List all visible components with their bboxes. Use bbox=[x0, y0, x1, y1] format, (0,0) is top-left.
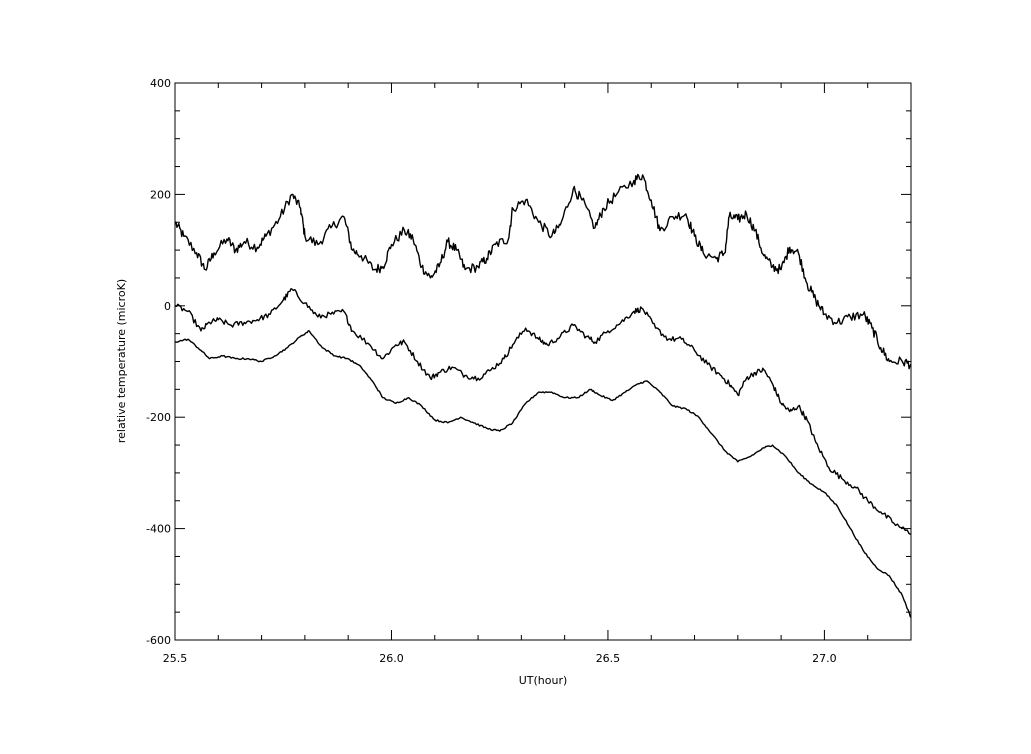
y-tick-label: -600 bbox=[146, 634, 171, 647]
series-line-2 bbox=[174, 288, 912, 535]
tick-layer: 25.5 26.0 26.5 27.0 -600 -400 -200 0 200 400 bbox=[146, 77, 912, 665]
series-line-3 bbox=[174, 330, 912, 619]
x-tick-label: 25.5 bbox=[163, 652, 188, 665]
y-tick-label: 200 bbox=[150, 188, 171, 201]
y-tick-label: 0 bbox=[164, 300, 171, 313]
x-tick-label: 27.0 bbox=[812, 652, 837, 665]
series-line-1 bbox=[174, 173, 912, 370]
y-tick-label: -200 bbox=[146, 411, 171, 424]
y-tick-label: -400 bbox=[146, 523, 171, 536]
y-tick-label: 400 bbox=[150, 77, 171, 90]
y-axis-label: relative temperature (microK) bbox=[115, 279, 128, 443]
plot-frame bbox=[174, 82, 912, 641]
x-tick-label: 26.5 bbox=[596, 652, 621, 665]
x-axis-label: UT(hour) bbox=[519, 674, 568, 687]
series-layer bbox=[174, 173, 912, 619]
x-tick-label: 26.0 bbox=[379, 652, 404, 665]
